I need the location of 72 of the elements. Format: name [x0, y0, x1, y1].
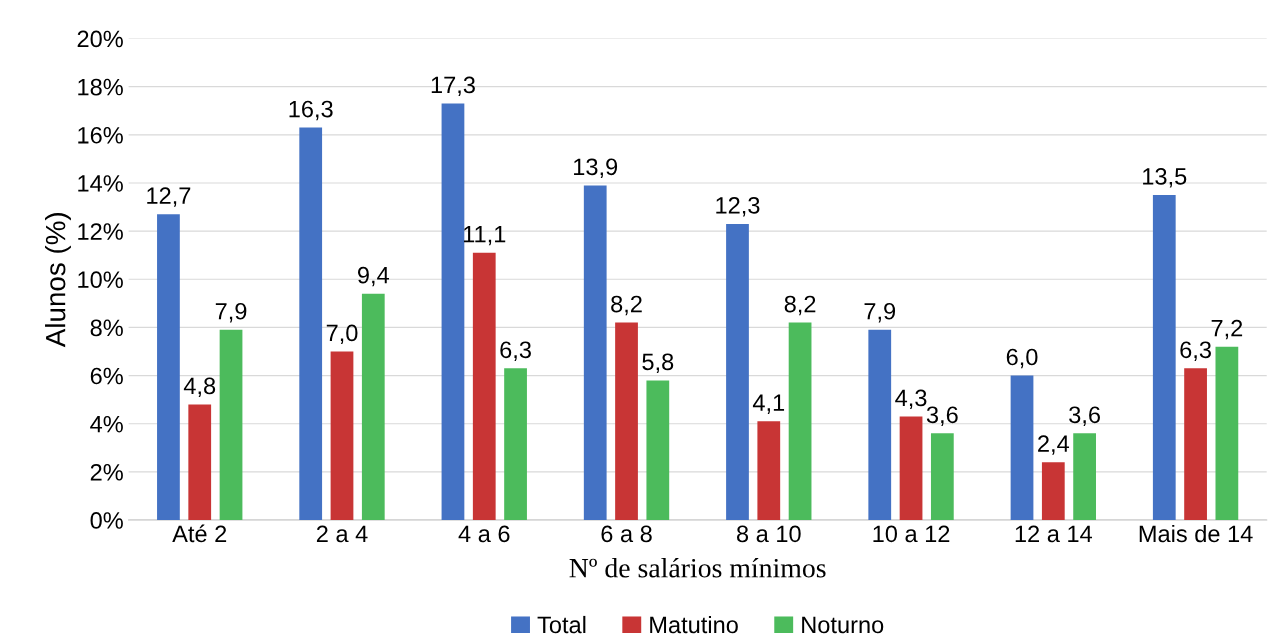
bar [583, 185, 607, 521]
data-label: 11,1 [463, 226, 506, 246]
x-tick-label: 12 a 14 [1015, 525, 1093, 543]
y-tick-label: 2% [90, 463, 123, 481]
bar [757, 421, 781, 521]
x-tick-label: 10 a 12 [873, 525, 950, 543]
bar [1041, 462, 1065, 521]
data-label: 6,0 [1006, 348, 1038, 369]
data-label: 8,2 [784, 295, 816, 316]
bar [1010, 375, 1034, 521]
data-label: 5,8 [642, 353, 674, 373]
legend-label: Matutino [650, 615, 738, 634]
bar [504, 368, 527, 521]
bar [1073, 433, 1096, 521]
x-tick-label: 2 a 4 [316, 525, 368, 543]
data-label: 4,1 [752, 394, 785, 414]
legend-label: Noturno [802, 616, 884, 634]
bar [330, 351, 354, 521]
bar [726, 223, 749, 521]
x-tick-label: 6 a 8 [601, 525, 652, 543]
data-label: 17,3 [431, 76, 475, 97]
bar [868, 329, 892, 521]
bar [646, 380, 670, 521]
bar [930, 433, 954, 521]
y-tick-label: 4% [90, 415, 123, 433]
data-label: 2,4 [1038, 435, 1070, 455]
data-label: 12,3 [716, 196, 760, 217]
data-label: 7,2 [1211, 319, 1243, 340]
bar [299, 127, 323, 521]
bar [1215, 346, 1239, 521]
data-label: 8,2 [611, 295, 642, 316]
data-label: 4,8 [183, 377, 216, 398]
y-tick-label: 14% [78, 175, 123, 192]
data-label: 7,9 [864, 302, 896, 323]
x-tick-label: 8 a 10 [736, 525, 801, 543]
bar [899, 416, 923, 521]
bar [615, 322, 638, 521]
y-tick-label: 10% [78, 271, 123, 289]
data-label: 13,5 [1143, 168, 1187, 188]
legend-label: Total [537, 615, 586, 634]
data-label: 3,6 [926, 406, 958, 426]
data-label: 12,7 [147, 187, 191, 207]
y-tick-label: 18% [78, 78, 123, 96]
data-label: 3,6 [1069, 406, 1100, 426]
bar [188, 404, 212, 521]
y-tick-label: 16% [78, 126, 123, 144]
bar [361, 293, 385, 521]
data-label: 16,3 [289, 100, 333, 121]
y-tick-label: 20% [77, 30, 123, 48]
y-axis-title: Alunos (%) [45, 213, 71, 348]
data-label: 7,9 [215, 302, 247, 323]
x-axis-title: Nº de salários mínimos [569, 557, 826, 578]
bar [157, 214, 180, 521]
y-tick-label: 0% [90, 512, 123, 529]
x-tick-label: Mais de 14 [1139, 524, 1253, 543]
bar [1184, 368, 1207, 521]
y-tick-label: 6% [90, 367, 123, 385]
data-label: 7,0 [326, 324, 358, 345]
y-tick-label: 8% [90, 319, 123, 337]
bar [441, 103, 465, 521]
data-label: 6,3 [1180, 341, 1211, 361]
bar [1152, 195, 1176, 521]
data-label: 13,9 [574, 158, 618, 178]
bar [788, 322, 812, 521]
bar [472, 252, 496, 521]
data-label: 6,3 [500, 341, 531, 361]
x-tick-label: 4 a 6 [458, 525, 510, 543]
data-label: 4,3 [895, 389, 927, 410]
data-label: 9,4 [357, 266, 390, 287]
y-tick-label: 12% [78, 223, 123, 240]
bar [219, 329, 243, 521]
x-tick-label: Até 2 [172, 524, 227, 543]
